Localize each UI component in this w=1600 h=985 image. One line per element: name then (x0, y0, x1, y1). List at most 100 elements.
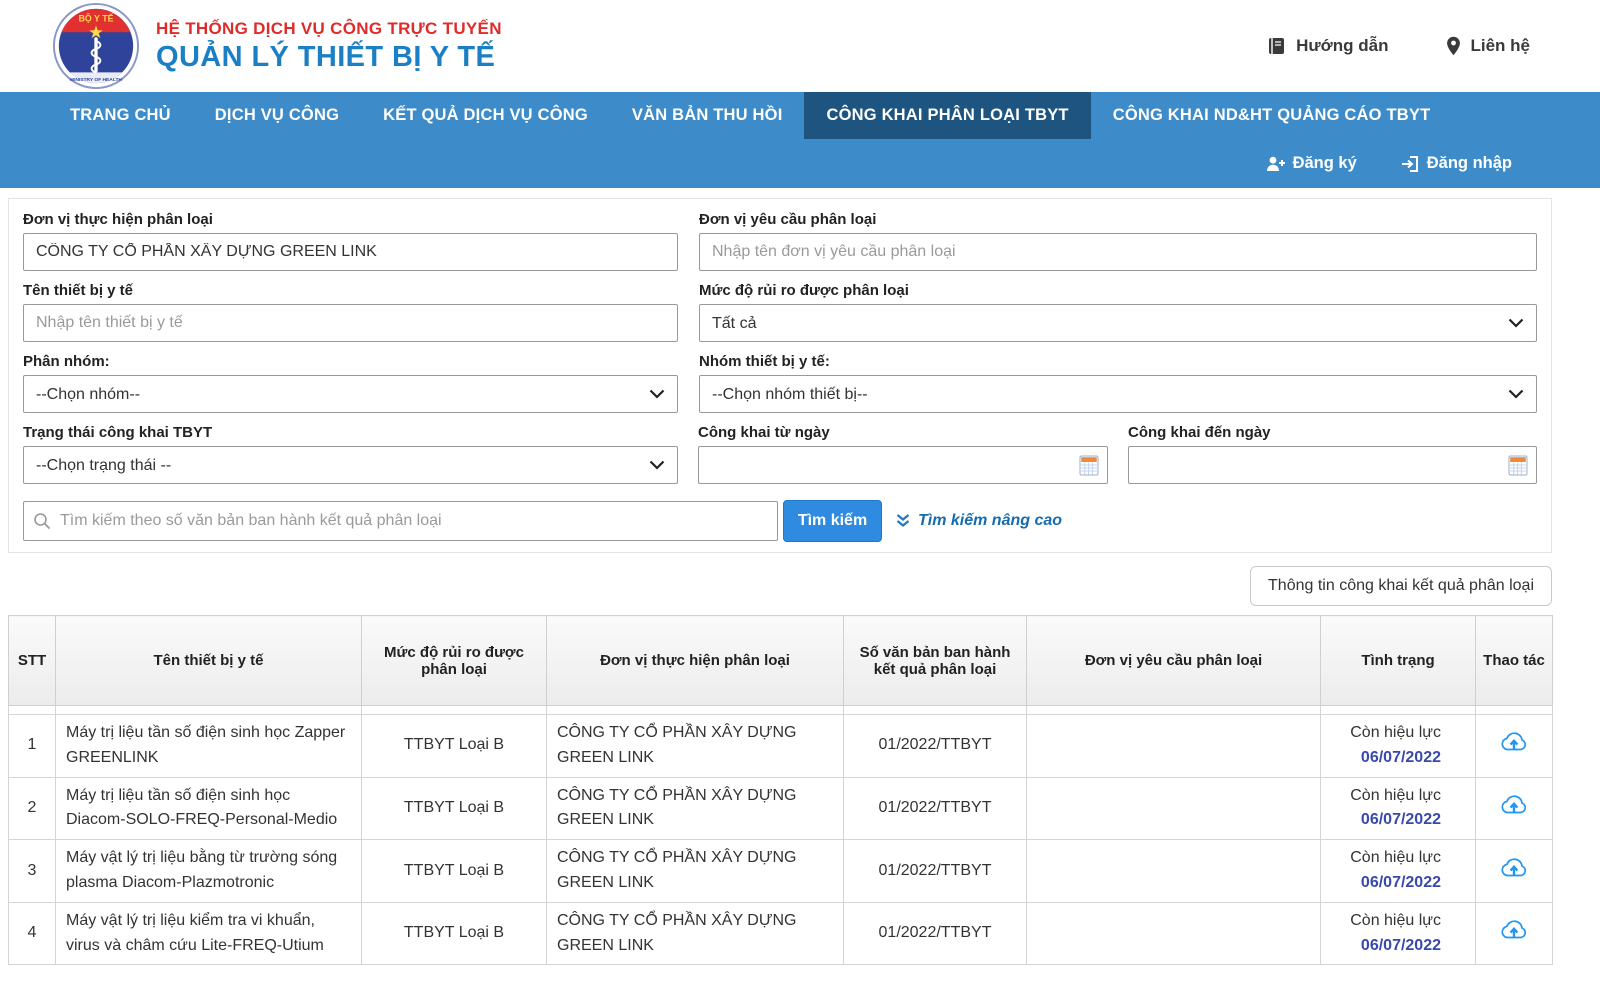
nav-item-ket-qua-dich-vu-cong[interactable]: KẾT QUẢ DỊCH VỤ CÔNG (383, 106, 588, 124)
col-ten-thiet-bi: Tên thiết bị y tế (55, 615, 362, 706)
status-date-link[interactable]: 06/07/2022 (1360, 748, 1441, 766)
row-classifier: CÔNG TY CỔ PHẦN XÂY DỰNG GREEN LINK (546, 839, 844, 903)
cong-khai-den-ngay-label: Công khai đến ngày (1128, 424, 1271, 441)
nhom-thiet-bi-select[interactable]: --Chọn nhóm thiết bị-- (699, 375, 1537, 413)
table-row: 2 Máy trị liệu tần số điện sinh học Diac… (8, 776, 1553, 841)
row-status: Còn hiệu lực 06/07/2022 (1320, 901, 1476, 966)
row-doc-number: 01/2022/TTBYT (843, 901, 1027, 966)
row-doc-number: 01/2022/TTBYT (843, 714, 1027, 778)
search-filter-panel: Đơn vị thực hiện phân loại Đơn vị yêu cầ… (8, 198, 1552, 553)
trang-thai-select[interactable]: --Chọn trạng thái -- (23, 446, 678, 484)
field-cong-khai-tu-ngay: Công khai từ ngày (698, 424, 1108, 484)
nav-item-van-ban-thu-hoi[interactable]: VĂN BẢN THU HỒI (631, 106, 783, 124)
advanced-search-label: Tìm kiếm nâng cao (918, 512, 1063, 529)
row-action (1475, 776, 1553, 841)
row-action (1475, 901, 1553, 966)
register-label: Đăng ký (1292, 154, 1357, 172)
main-navigation: TRANG CHỦ DỊCH VỤ CÔNG KẾT QUẢ DỊCH VỤ C… (0, 92, 1600, 188)
ten-thiet-bi-input[interactable] (23, 304, 678, 342)
muc-do-rui-ro-select[interactable]: Tất cả (699, 304, 1537, 342)
nav-item-cong-khai-quang-cao-tbyt[interactable]: CÔNG KHAI ND&HT QUẢNG CÁO TBYT (1112, 106, 1431, 124)
table-row: 1 Máy trị liệu tần số điện sinh học Zapp… (8, 714, 1553, 778)
guide-link[interactable]: Hướng dẫn (1267, 36, 1388, 56)
nav-item-trang-chu[interactable]: TRANG CHỦ (70, 106, 171, 124)
svg-text:MINISTRY OF HEALTH: MINISTRY OF HEALTH (70, 77, 122, 83)
advanced-search-link[interactable]: Tìm kiếm nâng cao (895, 512, 1062, 530)
search-row: Tìm kiếm Tìm kiếm nâng cao (23, 500, 1537, 542)
public-info-tab-button[interactable]: Thông tin công khai kết quả phân loại (1250, 566, 1552, 606)
row-requester (1026, 901, 1321, 966)
row-doc-number: 01/2022/TTBYT (843, 839, 1027, 903)
cong-khai-tu-ngay-label: Công khai từ ngày (698, 424, 830, 441)
status-date-link[interactable]: 06/07/2022 (1360, 811, 1441, 829)
nhom-thiet-bi-label: Nhóm thiết bị y tế: (699, 353, 830, 370)
col-so-van-ban: Số văn bản ban hành kết quả phân loại (843, 615, 1027, 706)
status-text: Còn hiệu lực (1350, 786, 1441, 804)
svg-text:BỘ Y TẾ: BỘ Y TẾ (79, 13, 114, 24)
login-label: Đăng nhập (1426, 154, 1512, 172)
don-vi-thuc-hien-input[interactable] (23, 233, 678, 271)
sign-in-icon (1401, 155, 1418, 172)
row-classifier: CÔNG TY CỔ PHẦN XÂY DỰNG GREEN LINK (546, 776, 844, 841)
row-risk-level: TTBYT Loại B (361, 839, 547, 903)
field-don-vi-thuc-hien: Đơn vị thực hiện phân loại (23, 211, 678, 271)
app-header: BỘ Y TẾ MINISTRY OF HEALTH HỆ THỐNG DỊCH… (0, 0, 1600, 92)
col-don-vi-yeu-cau: Đơn vị yêu cầu phân loại (1026, 615, 1321, 706)
nav-item-dich-vu-cong[interactable]: DỊCH VỤ CÔNG (214, 106, 340, 124)
double-chevron-down-icon (896, 514, 910, 528)
row-requester (1026, 776, 1321, 841)
trang-thai-label: Trạng thái công khai TBYT (23, 424, 213, 441)
row-stt: 4 (8, 901, 56, 966)
table-row: 4 Máy vật lý trị liệu kiểm tra vi khuẩn,… (8, 901, 1553, 966)
phan-nhom-select[interactable]: --Chọn nhóm-- (23, 375, 678, 413)
login-link[interactable]: Đăng nhập (1401, 154, 1512, 173)
table-body: 1 Máy trị liệu tần số điện sinh học Zapp… (8, 705, 1553, 966)
register-link[interactable]: Đăng ký (1266, 154, 1357, 173)
system-title: HỆ THỐNG DỊCH VỤ CÔNG TRỰC TUYẾN (156, 18, 502, 38)
row-action (1475, 839, 1553, 903)
cong-khai-tu-ngay-input[interactable] (698, 446, 1108, 484)
don-vi-thuc-hien-label: Đơn vị thực hiện phân loại (23, 211, 213, 228)
col-muc-do-rui-ro: Mức độ rủi ro được phân loại (361, 615, 547, 706)
field-muc-do-rui-ro: Mức độ rủi ro được phân loại Tất cả (699, 282, 1537, 342)
status-date-link[interactable]: 06/07/2022 (1360, 873, 1441, 891)
table-row: 3 Máy vật lý trị liệu bằng từ trường són… (8, 839, 1553, 903)
row-status: Còn hiệu lực 06/07/2022 (1320, 839, 1476, 903)
cong-khai-den-ngay-input[interactable] (1128, 446, 1537, 484)
row-classifier: CÔNG TY CỔ PHẦN XÂY DỰNG GREEN LINK (546, 901, 844, 966)
row-device-name: Máy vật lý trị liệu kiểm tra vi khuẩn, v… (55, 901, 362, 966)
field-cong-khai-den-ngay: Công khai đến ngày (1128, 424, 1537, 484)
row-stt: 1 (8, 714, 56, 778)
muc-do-rui-ro-label: Mức độ rủi ro được phân loại (699, 282, 909, 299)
row-risk-level: TTBYT Loại B (361, 776, 547, 841)
ministry-of-health-logo-icon[interactable]: BỘ Y TẾ MINISTRY OF HEALTH (52, 2, 140, 90)
cloud-upload-icon[interactable] (1500, 856, 1528, 878)
calendar-icon[interactable] (1079, 454, 1099, 476)
row-status: Còn hiệu lực 06/07/2022 (1320, 714, 1476, 778)
col-stt: STT (8, 615, 56, 706)
search-button[interactable]: Tìm kiếm (783, 500, 882, 542)
row-device-name: Máy trị liệu tần số điện sinh học Diacom… (55, 776, 362, 841)
row-stt: 3 (8, 839, 56, 903)
ten-thiet-bi-label: Tên thiết bị y tế (23, 282, 134, 299)
search-input[interactable] (23, 501, 778, 541)
cloud-upload-icon[interactable] (1500, 918, 1528, 940)
col-thao-tac: Thao tác (1475, 615, 1553, 706)
don-vi-yeu-cau-input[interactable] (699, 233, 1537, 271)
status-date-link[interactable]: 06/07/2022 (1360, 936, 1441, 954)
nav-item-cong-khai-phan-loai-tbyt[interactable]: CÔNG KHAI PHÂN LOẠI TBYT (804, 92, 1091, 139)
cloud-upload-icon[interactable] (1500, 793, 1528, 815)
status-text: Còn hiệu lực (1350, 911, 1441, 929)
cloud-upload-icon[interactable] (1500, 730, 1528, 752)
row-requester (1026, 839, 1321, 903)
field-ten-thiet-bi: Tên thiết bị y tế (23, 282, 678, 342)
row-status: Còn hiệu lực 06/07/2022 (1320, 776, 1476, 841)
contact-link[interactable]: Liên hệ (1446, 36, 1530, 56)
location-pin-icon (1447, 36, 1461, 56)
field-don-vi-yeu-cau: Đơn vị yêu cầu phân loại (699, 211, 1537, 271)
table-toolbar: Thông tin công khai kết quả phân loại (8, 566, 1552, 606)
header-links: Hướng dẫn Liên hệ (1267, 36, 1530, 56)
user-plus-icon (1266, 156, 1285, 171)
calendar-icon[interactable] (1508, 454, 1528, 476)
row-action (1475, 714, 1553, 778)
